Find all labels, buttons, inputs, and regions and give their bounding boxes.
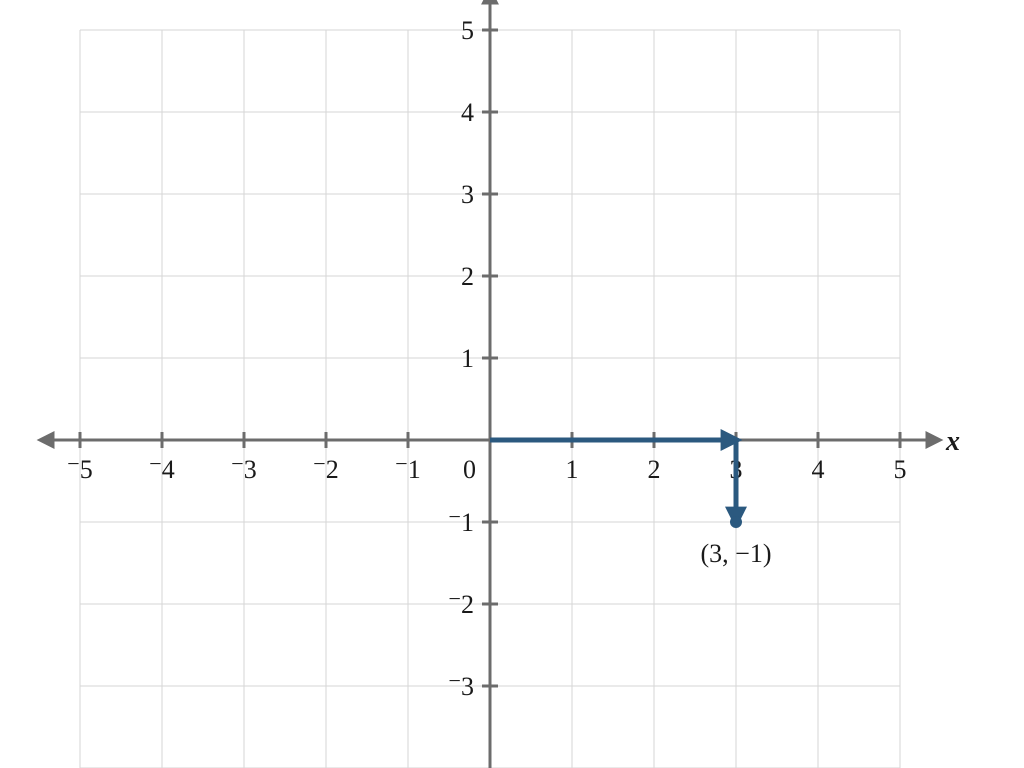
tick-label: −2	[449, 587, 474, 620]
vectors	[490, 440, 736, 522]
tick-label: −2	[313, 451, 338, 484]
tick-label: −4	[149, 451, 174, 484]
tick-label: −3	[449, 669, 474, 702]
tick-label: 2	[648, 455, 661, 484]
tick-label: −3	[231, 451, 256, 484]
tick-label: 4	[461, 98, 474, 127]
axes	[42, 0, 938, 768]
tick-label: 1	[566, 455, 579, 484]
tick-label: 4	[812, 455, 825, 484]
tick-label: −1	[449, 505, 474, 538]
coordinate-plane: −5−4−3−2−112345−3−2−1123450xy(3, −1)	[0, 0, 1024, 768]
tick-label: −1	[395, 451, 420, 484]
x-axis-label: x	[945, 426, 960, 457]
tick-label: 2	[461, 262, 474, 291]
tick-label: 3	[461, 180, 474, 209]
tick-label: −5	[67, 451, 92, 484]
tick-label: 5	[461, 16, 474, 45]
tick-label: 1	[461, 344, 474, 373]
ticks: −5−4−3−2−112345−3−2−1123450	[67, 16, 906, 701]
point-label: (3, −1)	[701, 539, 772, 568]
tick-label: 5	[894, 455, 907, 484]
tick-label: 0	[463, 455, 476, 484]
plotted-point	[730, 516, 742, 528]
